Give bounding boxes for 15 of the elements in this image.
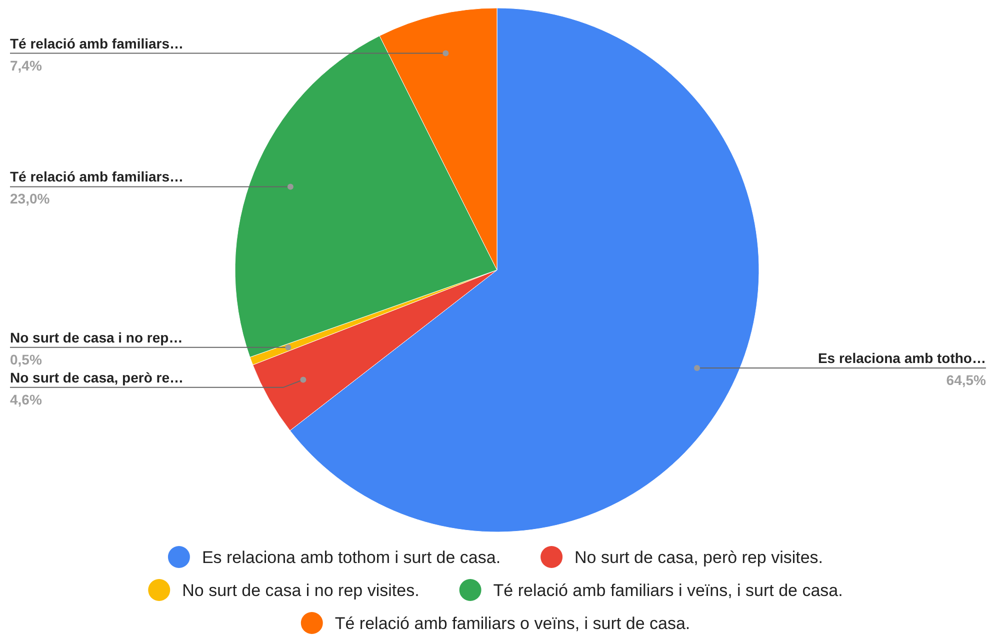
text: No surt de casa, però re… [10, 369, 184, 386]
legend-label: No surt de casa i no rep visites. [182, 581, 420, 600]
data-label: 4,6% [10, 391, 42, 408]
legend-label: Té relació amb familiars o veïns, i surt de casa. [334, 614, 690, 633]
data-label: 64,5% [946, 372, 987, 388]
text: Es relaciona amb totho… [818, 350, 986, 366]
legend-label: No surt de casa, però rep visites. [574, 548, 824, 567]
text: Té relació amb familiars… [10, 168, 184, 185]
data-label: 7,4% [10, 57, 42, 74]
text: Té relació amb familiars… [10, 35, 184, 52]
data-label: 0,5% [10, 351, 42, 368]
legend-label: Es relaciona amb tothom i surt de casa. [202, 548, 501, 567]
legend-label: Té relació amb familiars i veïns, i surt de casa. [493, 581, 843, 600]
text: No surt de casa i no rep… [10, 329, 183, 346]
data-label: 23,0% [10, 190, 50, 207]
